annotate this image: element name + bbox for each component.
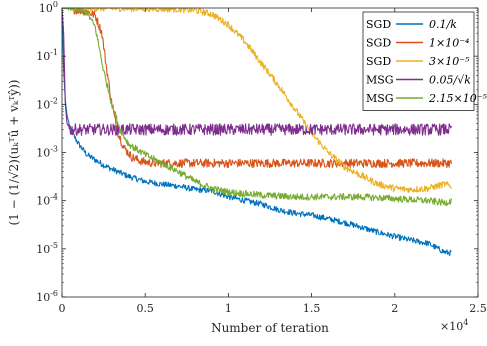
x-tick-label: 0.5 (136, 302, 154, 315)
legend-step-4: 0.05/√k (429, 74, 471, 87)
x-tick-label: 1 (225, 302, 232, 315)
x-tick-label: 0 (59, 302, 66, 315)
y-tick-label: 10-6 (36, 289, 58, 304)
legend-method-1: SGD (366, 18, 391, 31)
y-tick-label: 100 (39, 0, 58, 15)
series-line-1 (61, 7, 452, 257)
y-tick-label: 10-5 (36, 241, 58, 256)
y-tick-label: 10-4 (36, 193, 58, 208)
legend-method-4: MSG (366, 74, 394, 87)
legend-step-3: 3×10⁻⁵ (429, 55, 470, 68)
legend-step-1: 0.1/k (429, 18, 457, 31)
ticks-group: 0 0.5 1 1.5 2 2.5 10-6 10-5 10-4 10-3 10-2 10-1 100 (36, 0, 487, 315)
x-tick-label: 1.5 (303, 302, 321, 315)
legend-method-3: SGD (366, 55, 391, 68)
series-group (61, 7, 452, 257)
legend-method-5: MSG (366, 92, 394, 105)
x-multiplier-exp: 4 (463, 318, 468, 327)
x-tick-label: 2.5 (469, 302, 487, 315)
y-tick-label: 10-2 (36, 96, 58, 111)
y-axis-label: (1 − (1/√2)(uₖᵀû + vₖᵀŷ)) (7, 80, 21, 226)
series-line-2 (61, 7, 452, 169)
legend-step-5: 2.15×10⁻⁵ (428, 92, 487, 105)
legend-method-2: SGD (366, 37, 391, 50)
series-line-4 (61, 7, 452, 136)
x-axis-multiplier: ×104 (440, 318, 468, 333)
x-axis-label: Number of teration (211, 321, 329, 335)
legend: SGD 0.1/k SGD 1×10⁻⁴ SGD 3×10⁻⁵ MSG 0.05/√k MSG 2… (362, 11, 487, 111)
legend-step-2: 1×10⁻⁴ (429, 37, 469, 50)
y-tick-label: 10-3 (36, 145, 58, 160)
x-multiplier-base: ×10 (440, 320, 463, 333)
y-tick-label: 10-1 (36, 48, 58, 63)
x-tick-label: 2 (391, 302, 398, 315)
series-line-5 (61, 7, 452, 207)
